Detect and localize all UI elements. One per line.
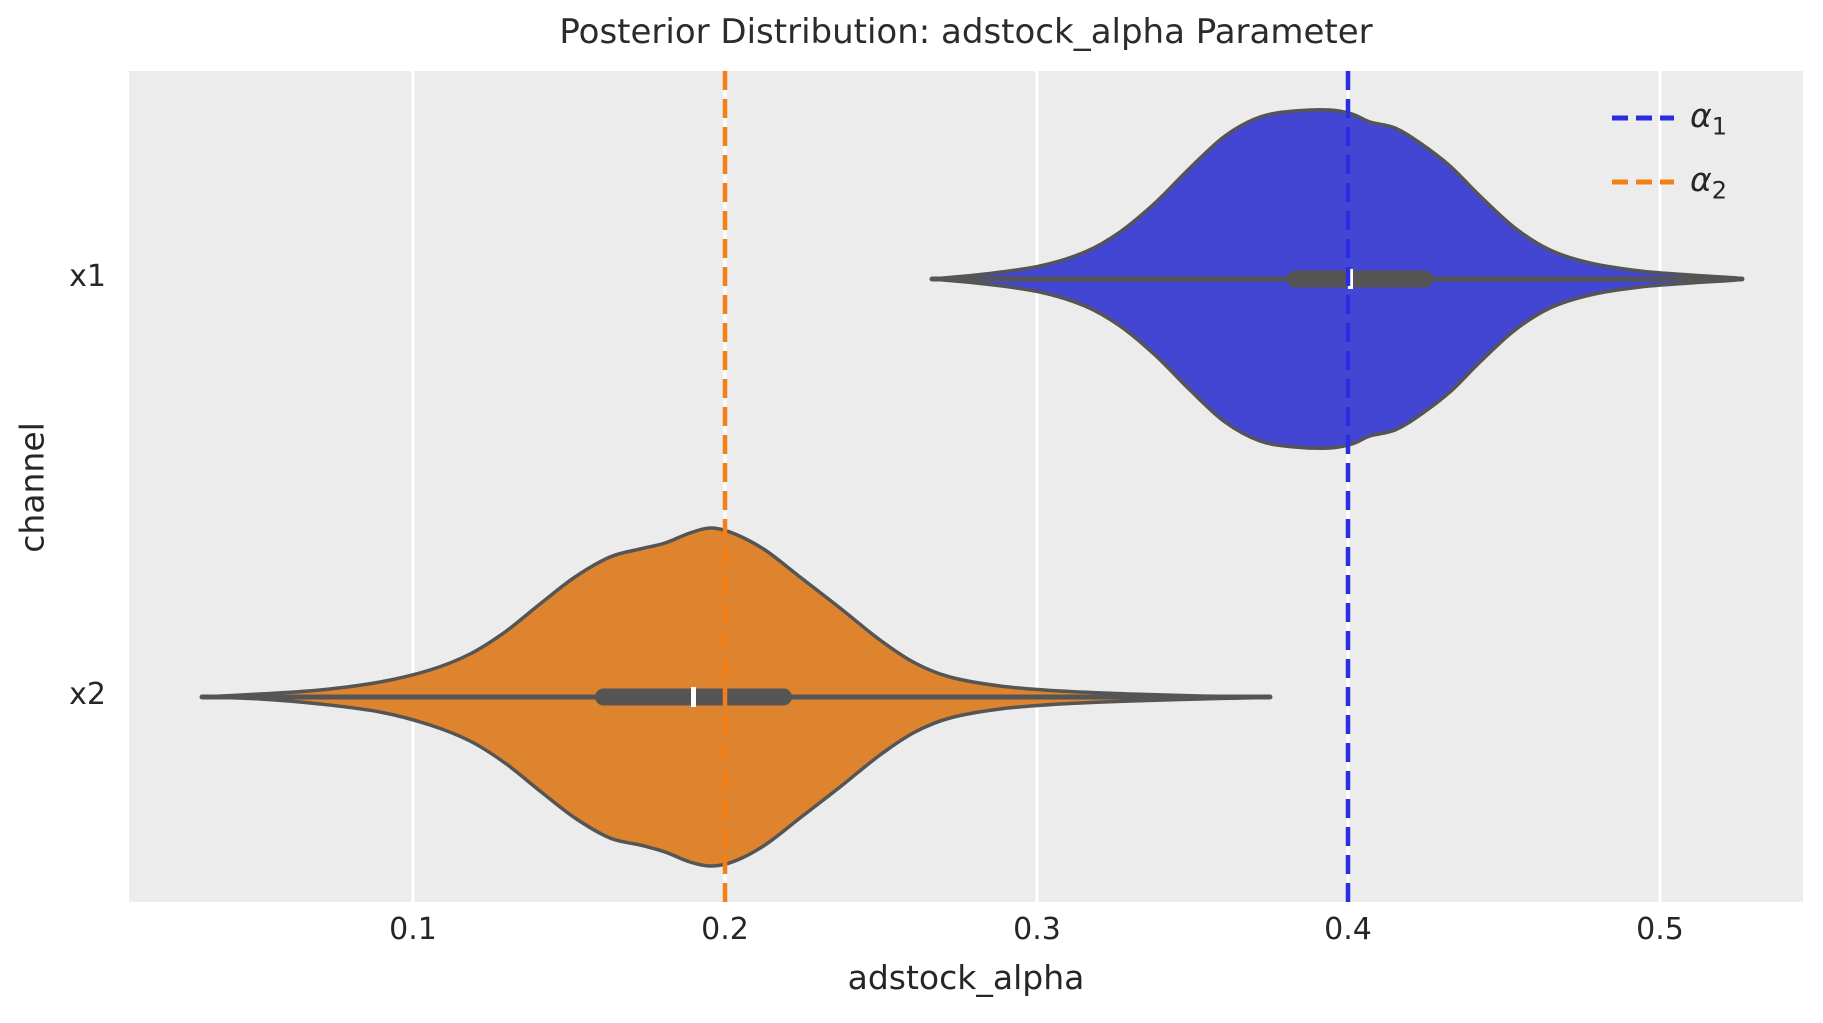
x-tick-label-0.3: 0.3 bbox=[1013, 912, 1061, 947]
legend: α1 α2 bbox=[1612, 95, 1728, 205]
plot-area bbox=[129, 71, 1803, 902]
y-tick-label-x2: x2 bbox=[69, 677, 106, 712]
legend-label-alpha1: α1 bbox=[1690, 95, 1728, 141]
median-tick-x2 bbox=[691, 687, 696, 707]
legend-label-alpha2: α2 bbox=[1690, 159, 1728, 205]
chart-title: Posterior Distribution: adstock_alpha Pa… bbox=[559, 12, 1373, 52]
legend-dashed-line-alpha1-icon bbox=[1612, 115, 1674, 121]
x-tick-label-0.4: 0.4 bbox=[1324, 912, 1372, 947]
x-tick-label-0.2: 0.2 bbox=[701, 912, 749, 947]
x-tick-label-0.5: 0.5 bbox=[1636, 912, 1684, 947]
legend-item-alpha2: α2 bbox=[1612, 159, 1728, 205]
median-tick-x1 bbox=[1348, 269, 1353, 289]
legend-dashed-line-alpha2-icon bbox=[1612, 179, 1674, 185]
legend-item-alpha1: α1 bbox=[1612, 95, 1728, 141]
x-tick-label-0.1: 0.1 bbox=[389, 912, 437, 947]
iqr-box-x1 bbox=[1287, 270, 1433, 288]
y-tick-label-x1: x1 bbox=[69, 259, 106, 294]
x-axis-label: adstock_alpha bbox=[847, 958, 1085, 997]
y-axis-label: channel bbox=[12, 422, 52, 553]
